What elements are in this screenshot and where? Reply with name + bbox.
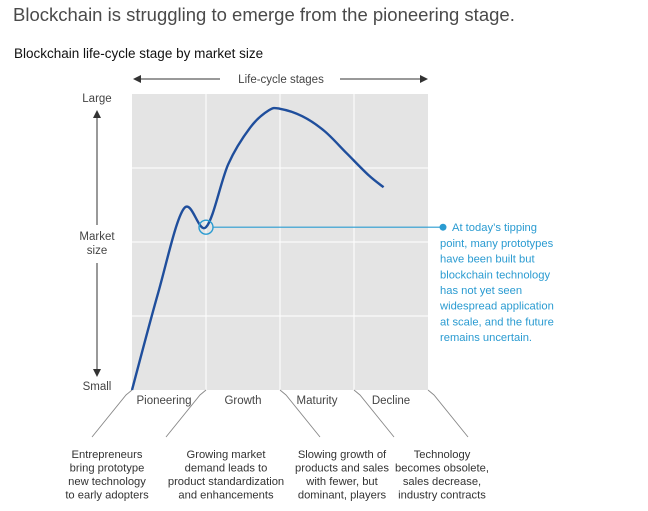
stage-label: Growth: [224, 395, 261, 407]
stage-description-line: sales decrease,: [403, 476, 481, 488]
stage-description-line: new technology: [68, 476, 146, 488]
stage-description-line: with fewer, but: [305, 476, 378, 488]
stage-divider: [279, 389, 321, 438]
stage-description-line: industry contracts: [398, 490, 486, 502]
annotation-text-line: widespread application: [439, 301, 554, 313]
stage-label: Decline: [372, 395, 410, 407]
annotation-text-line: point, many prototypes: [440, 238, 554, 250]
tipping-point-annotation: At today’s tipping point, many prototypes…: [198, 219, 554, 344]
y-axis-label-line: Market: [79, 231, 115, 243]
top-axis-label: Life-cycle stages: [238, 74, 324, 86]
headline: Blockchain is struggling to emerge from …: [13, 4, 515, 25]
annotation-text-line: have been built but: [440, 254, 535, 266]
grid-lines: [132, 94, 428, 390]
y-bottom-label: Small: [83, 381, 112, 393]
annotation-text-line: remains uncertain.: [440, 332, 532, 344]
stage-description-line: product standardization: [168, 476, 284, 488]
stage-label: Pioneering: [137, 395, 192, 407]
stage-description-line: to early adopters: [65, 490, 149, 502]
stage-description-line: products and sales: [295, 463, 389, 475]
annotation-text-line: At today’s tipping: [452, 222, 537, 234]
stage-divider: [91, 389, 133, 438]
stage-description-line: Slowing growth of: [298, 449, 387, 461]
stage-description-line: Entrepreneurs: [72, 449, 143, 461]
stage-divider: [165, 389, 207, 438]
annotation-dot: [439, 223, 447, 231]
stage-description-line: and enhancements: [178, 490, 274, 502]
stage-description-line: demand leads to: [185, 463, 268, 475]
tipping-point-marker: [198, 219, 214, 235]
stage-description-line: becomes obsolete,: [395, 463, 489, 475]
stage-description-line: bring prototype: [70, 463, 145, 475]
stage-description-line: dominant, players: [298, 490, 387, 502]
y-axis-label-line: size: [87, 245, 107, 257]
chart-title: Blockchain life-cycle stage by market si…: [14, 46, 264, 61]
axes: Life-cycle stages Large Small Market size: [79, 74, 428, 393]
y-top-label: Large: [82, 93, 111, 105]
annotation-text-line: has not yet seen: [440, 285, 522, 297]
stage-description-line: Growing market: [187, 449, 267, 461]
stage-labels: Pioneering Entrepreneurs bring prototypene…: [65, 389, 489, 502]
stage-label: Maturity: [297, 395, 338, 407]
stage-divider: [427, 389, 469, 438]
stage-divider: [353, 389, 395, 438]
annotation-text-line: blockchain technology: [440, 269, 550, 281]
annotation-text-line: at scale, and the future: [440, 316, 554, 328]
life-cycle-curve: [130, 106, 385, 391]
stage-description-line: Technology: [414, 449, 471, 461]
